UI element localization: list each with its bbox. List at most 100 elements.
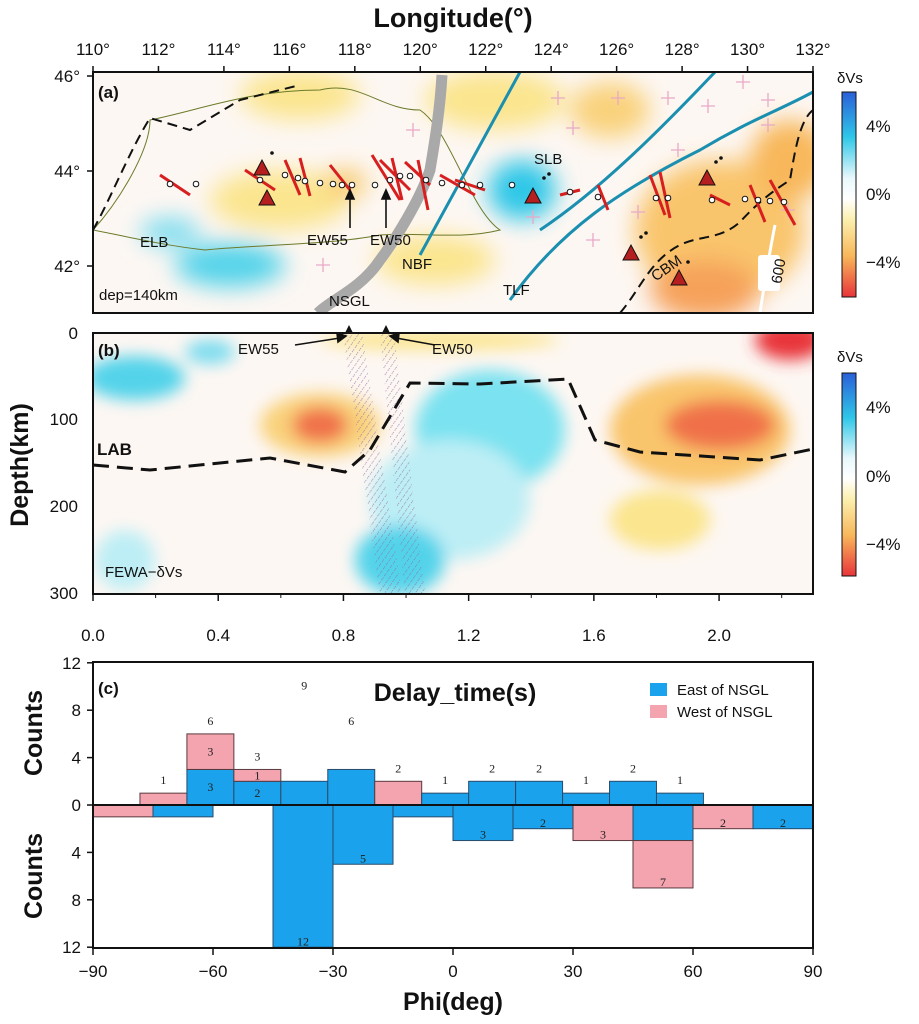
profile-markers-b (345, 325, 390, 333)
count-tick-label: 8 (72, 891, 81, 910)
label-nbf: NBF (402, 256, 432, 273)
count-tick-label: 12 (62, 654, 81, 673)
lon-tick-label: 130° (730, 40, 765, 59)
legend: East of NSGL West of NSGL (650, 682, 773, 721)
bar-east-phi (452, 804, 514, 842)
panel-a: Longitude(°) 110° 112° 114° 116° 118° 120° 122… (54, 3, 901, 314)
legend-label-east: East of NSGL (677, 682, 769, 699)
count-tick-label: 4 (72, 843, 81, 862)
bar-east-phi (332, 804, 394, 865)
phi-tick-label: −30 (319, 962, 348, 981)
lon-tick-label: 132° (795, 40, 830, 59)
label-elb: ELB (140, 234, 168, 251)
bar-east-delay (280, 780, 329, 806)
bar-total-label: 6 (348, 714, 354, 728)
bar-east-phi (632, 804, 694, 842)
count-tick-label: 12 (62, 938, 81, 957)
lon-tick-label: 110° (76, 40, 110, 59)
colorbar-b-tick: 4% (866, 398, 891, 417)
legend-label-west: West of NSGL (677, 704, 773, 721)
colorbar-a-tick: 4% (866, 117, 891, 136)
colorbar-a (841, 91, 857, 298)
bar-count-label: 3 (480, 828, 486, 842)
bar-west-delay (233, 768, 282, 782)
lat-tick-label: 46° (54, 67, 80, 86)
bar-east-delay (186, 768, 235, 806)
bar-count-label: 2 (720, 816, 726, 830)
profile-arrows-a (344, 188, 392, 228)
depth-tick: 100 (50, 410, 78, 429)
bar-west-count: 3 (207, 745, 213, 759)
bar-total-label: 2 (630, 761, 636, 775)
phi-tick-label: 60 (684, 962, 703, 981)
count-tick-label: 8 (72, 701, 81, 720)
bar-west-phi (632, 840, 694, 889)
label-tlf: TLF (503, 282, 530, 299)
label-ew55-b: EW55 (238, 341, 279, 358)
bar-west-delay (374, 780, 423, 806)
colorbar-b (841, 372, 857, 577)
bar-west-delay (186, 733, 235, 770)
count-tick-label: 0 (72, 796, 81, 815)
phi-tick-label: 90 (804, 962, 823, 981)
colorbar-a-title: δVs (837, 70, 863, 87)
lat-tick-label: 44° (54, 162, 80, 181)
label-ew50-a: EW50 (370, 232, 411, 249)
panel-b: (b) LAB FEWA−δVs Depth(km) 0 100 200 300… (6, 324, 901, 603)
delay-tick-label: 0.4 (206, 626, 230, 645)
label-ew50-b: EW50 (432, 341, 473, 358)
lon-tick-label: 122° (468, 40, 503, 59)
count-tick-label: 4 (72, 749, 81, 768)
longitude-ticks: 110° 112° 114° 116° 118° 120° 122° 124° 126° 128°… (76, 40, 831, 72)
depth-tick: 0 (69, 324, 78, 343)
bar-total-label: 6 (207, 714, 213, 728)
bar-east-count: 3 (207, 780, 213, 794)
bar-east-delay (327, 768, 376, 806)
panel-b-label: (b) (98, 341, 120, 360)
depth-label: dep=140km (99, 287, 178, 304)
bar-total-label: 1 (677, 773, 683, 787)
lon-tick-label: 112° (142, 40, 176, 59)
lon-tick-label: 114° (207, 40, 241, 59)
phi-tick-label: −60 (199, 962, 228, 981)
bar-west-count: 1 (254, 768, 260, 782)
lon-tick-label: 126° (599, 40, 634, 59)
lon-tick-label: 116° (272, 40, 306, 59)
bar-east-delay (609, 780, 657, 806)
label-nsgl: NSGL (329, 293, 370, 310)
delay-tick-label: 0.0 (81, 626, 105, 645)
panel-c-title: Delay_time(s) (374, 679, 537, 707)
bar-total-label: 1 (160, 773, 166, 787)
delay-tick-label: 0.8 (332, 626, 356, 645)
bar-total-label: 2 (489, 761, 495, 775)
phi-ticks: −90 −60 −30 0 30 60 90 (79, 948, 823, 981)
bar-count-label: 2 (780, 816, 786, 830)
legend-swatch-west (650, 705, 667, 718)
bar-east-phi (392, 804, 454, 818)
bar-total-label: 3 (254, 749, 260, 763)
lon-tick-label: 120° (403, 40, 438, 59)
count-ticks: 12 8 4 0 4 8 12 (62, 654, 93, 957)
latitude-ticks: 46° 44° 42° (54, 67, 93, 276)
profile-arrows-b (294, 331, 436, 346)
lon-tick-label: 118° (338, 40, 372, 59)
delay-tick-label: 2.0 (707, 626, 731, 645)
delay-tick-label: 1.6 (582, 626, 606, 645)
bar-east-delay (562, 792, 611, 806)
phi-histogram: 12 5 3 2 3 7 2 2 (92, 804, 814, 948)
delay-tick-label: 1.2 (457, 626, 481, 645)
depth-tick: 300 (50, 584, 78, 603)
bar-count-label: 5 (360, 851, 366, 865)
bar-west-phi (92, 804, 154, 818)
panel-c-label: (c) (98, 679, 119, 698)
panel-b-ylabel: Depth(km) (6, 403, 34, 527)
velocity-section-b (93, 333, 813, 594)
bar-total-label: 2 (536, 761, 542, 775)
bar-east-delay (655, 792, 704, 806)
lab-label: LAB (97, 440, 132, 459)
delay-time-ticks: 0.0 0.4 0.8 1.2 1.6 2.0 (81, 594, 783, 645)
lon-tick-label: 128° (665, 40, 700, 59)
